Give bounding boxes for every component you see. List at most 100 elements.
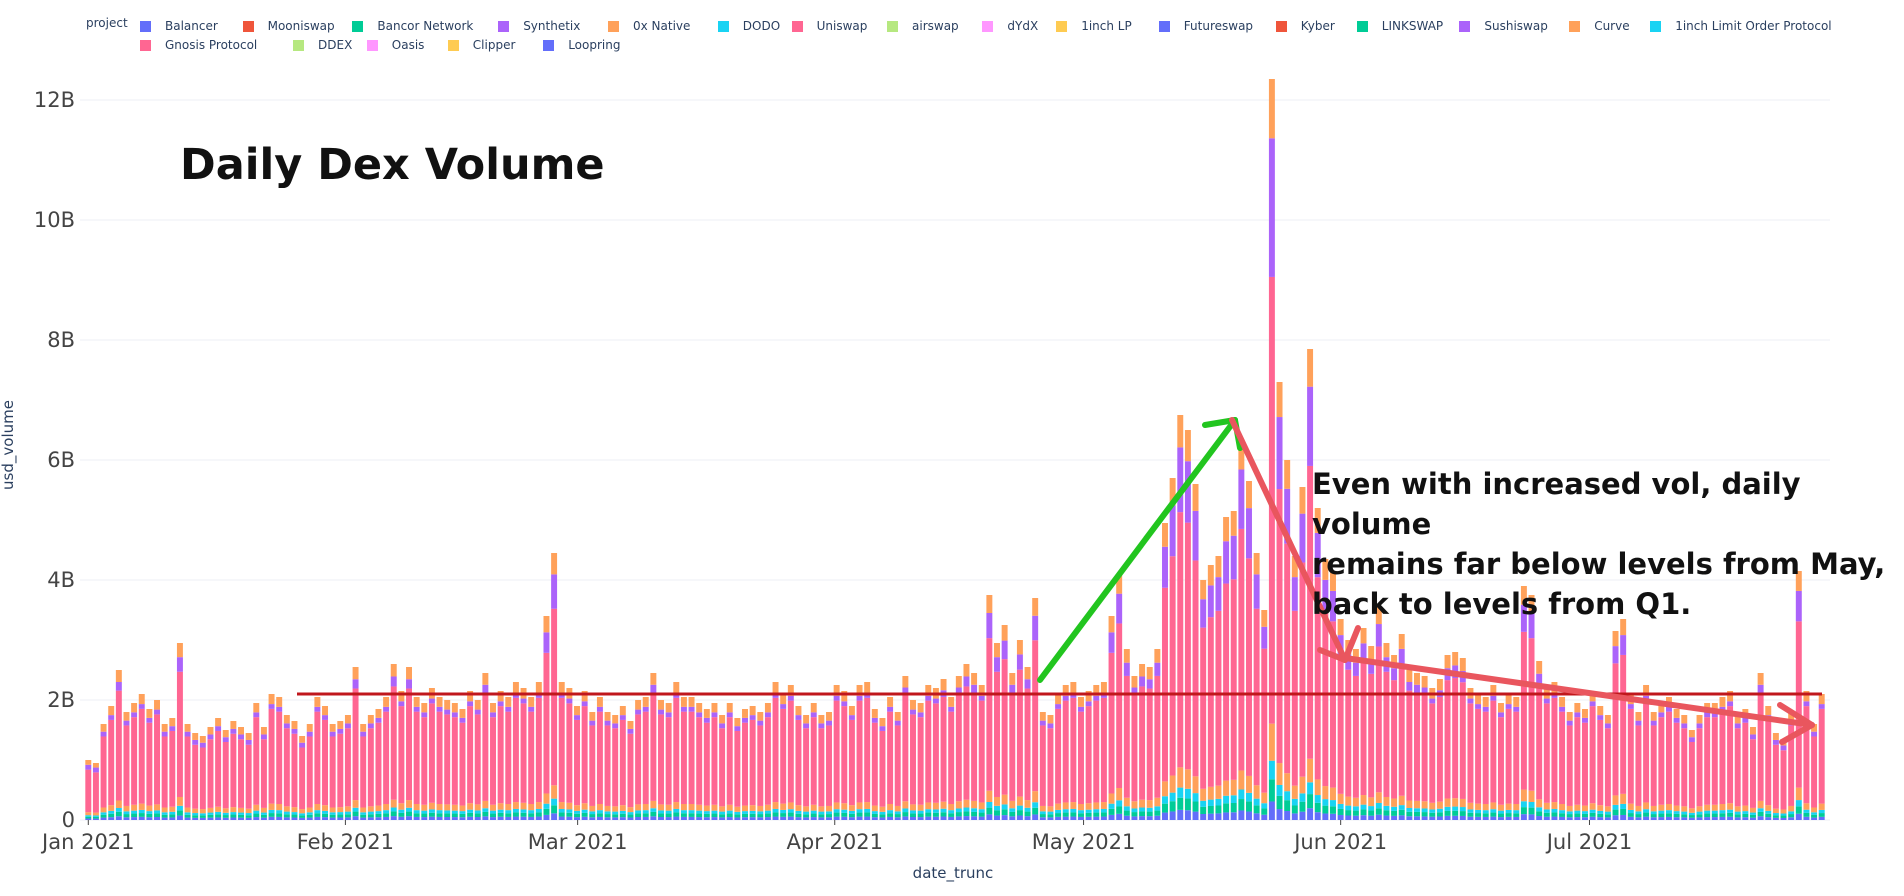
bar-stack (1711, 703, 1718, 820)
note-line: Even with increased vol, daily volume (1312, 467, 1801, 541)
bar-stack (726, 703, 733, 820)
legend-item[interactable]: dYdX (982, 18, 1038, 34)
bar-segment (810, 717, 817, 805)
bar-segment (1116, 788, 1123, 801)
bar-segment (406, 667, 412, 680)
bar-stack (757, 712, 764, 820)
legend-item[interactable]: Loopring (543, 37, 620, 53)
bar-segment (642, 706, 649, 712)
bar-segment (1772, 739, 1779, 745)
bar-segment (1795, 571, 1802, 591)
bar-stack (115, 670, 122, 820)
bar-segment (1032, 615, 1039, 641)
bar-segment (711, 810, 718, 814)
bar-segment (955, 816, 962, 820)
bar-segment (1184, 798, 1191, 811)
bar-segment (612, 723, 619, 729)
legend-item[interactable]: Oasis (366, 37, 424, 53)
legend-item[interactable]: DODO (717, 18, 780, 34)
bar-stack (1131, 676, 1138, 820)
bar-segment (276, 711, 283, 805)
bar-segment (1536, 673, 1543, 685)
bar-segment (1551, 802, 1558, 809)
bar-stack (1520, 586, 1527, 820)
bar-segment (688, 711, 695, 805)
bar-segment (115, 670, 122, 682)
legend-item[interactable]: LINKSWAP (1356, 18, 1443, 34)
bar-segment (1116, 593, 1123, 624)
bar-segment (642, 711, 649, 805)
bar-segment (596, 816, 603, 820)
bar-segment (1238, 799, 1245, 811)
bar-segment (1421, 812, 1428, 817)
bar-segment (1482, 706, 1489, 712)
legend-item[interactable]: Uniswap (791, 18, 867, 34)
bar-segment (1093, 809, 1100, 813)
bar-segment (619, 805, 626, 811)
legend-item[interactable]: 0x Native (608, 18, 690, 34)
bar-segment (1078, 816, 1084, 820)
bar-segment (108, 805, 115, 811)
legend-item[interactable]: Curve (1569, 18, 1630, 34)
bar-stack (1681, 715, 1688, 820)
bar-segment (1215, 805, 1222, 814)
bar-segment (360, 724, 367, 732)
legend-item[interactable]: Bancor Network (352, 18, 473, 34)
bar-segment (848, 817, 855, 820)
bar-segment (1009, 684, 1016, 693)
bar-segment (520, 809, 527, 813)
bar-segment (451, 712, 458, 718)
bar-segment (1696, 811, 1703, 815)
bar-segment (879, 726, 886, 731)
bar-segment (1391, 680, 1398, 799)
legend-item[interactable]: Synthetix (498, 18, 580, 34)
bar-segment (940, 812, 947, 817)
bar-segment (902, 694, 909, 802)
legend-item[interactable]: Mooniswap (242, 18, 335, 34)
bar-segment (1475, 694, 1482, 705)
bar-segment (1284, 460, 1291, 489)
bar-segment (604, 814, 611, 818)
bar-segment (810, 813, 817, 818)
bar-segment (1131, 812, 1138, 817)
y-tick-label: 12B (34, 88, 75, 112)
bar-stack (780, 694, 787, 820)
bar-segment (711, 813, 718, 818)
legend-item[interactable]: Kyber (1275, 18, 1335, 34)
bar-segment (398, 701, 405, 707)
bar-segment (726, 703, 733, 713)
bar-segment (673, 682, 680, 694)
bar-segment (1620, 654, 1627, 794)
legend-label: Mooniswap (267, 19, 335, 33)
bar-segment (512, 802, 519, 809)
bar-segment (375, 805, 382, 812)
bar-segment (1543, 816, 1550, 820)
bar-stack (1100, 682, 1107, 820)
legend-item[interactable]: airswap (887, 18, 959, 34)
bar-segment (1368, 646, 1375, 660)
legend-item[interactable]: 1inch LP (1056, 18, 1132, 34)
bar-segment (1482, 816, 1489, 820)
bar-segment (1162, 587, 1168, 782)
bar-segment (948, 697, 955, 707)
legend-swatch (717, 20, 729, 32)
bar-segment (1276, 809, 1283, 820)
legend-item[interactable]: Futureswap (1158, 18, 1253, 34)
bar-segment (818, 723, 825, 729)
legend-item[interactable]: DDEX (293, 37, 352, 53)
bar-segment (848, 813, 855, 818)
bar-segment (344, 817, 351, 820)
bar-segment (1398, 648, 1405, 666)
legend-item[interactable]: 1inch Limit Order Protocol (1650, 18, 1832, 34)
legend-item[interactable]: Gnosis Protocol (140, 37, 257, 53)
legend-item[interactable]: Balancer (140, 18, 218, 34)
bar-segment (871, 811, 878, 814)
bar-segment (551, 813, 558, 820)
bar-segment (604, 712, 611, 721)
bar-segment (1727, 812, 1734, 817)
legend-item[interactable]: Clipper (447, 37, 515, 53)
legend-item[interactable]: Sushiswap (1459, 18, 1548, 34)
bar-segment (803, 817, 810, 820)
bar-segment (902, 812, 909, 817)
bar-segment (1207, 565, 1214, 586)
